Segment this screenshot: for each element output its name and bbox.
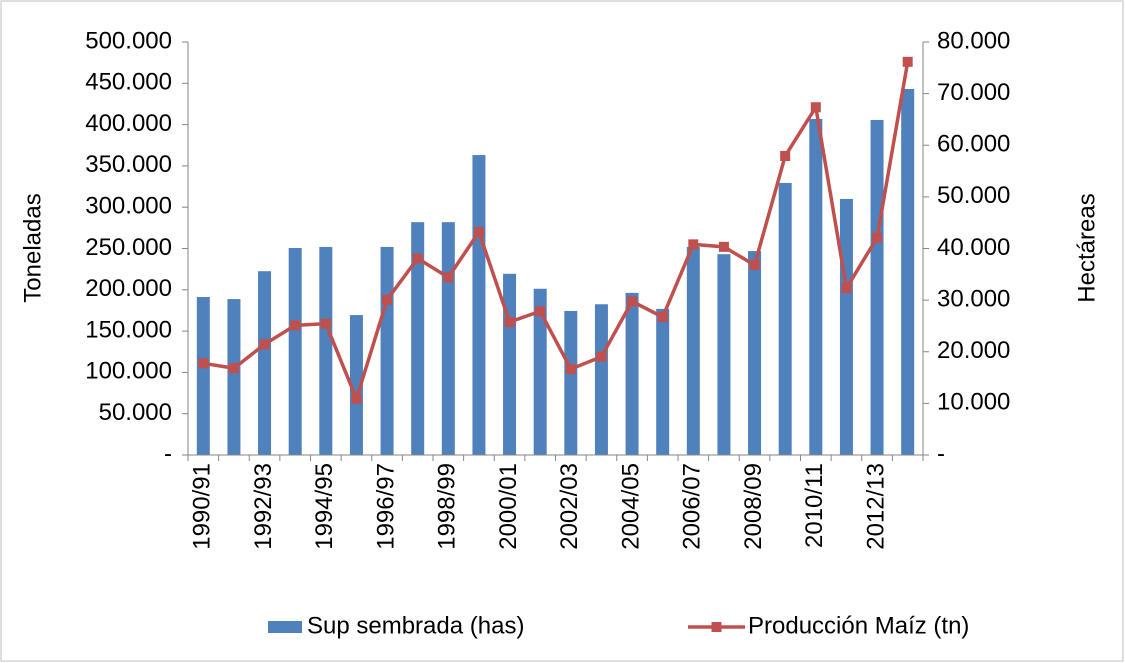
line-marker: [535, 306, 546, 317]
line-marker: [749, 260, 760, 271]
y2-tick-label: 20.000: [937, 337, 1010, 364]
line-marker: [320, 318, 331, 329]
line-marker: [596, 351, 607, 362]
x-tick-label: 1990/91: [189, 463, 216, 550]
line-marker: [443, 272, 454, 283]
legend-label: Producción Maíz (tn): [748, 612, 969, 639]
line-marker: [627, 296, 638, 307]
line-marker: [718, 241, 729, 252]
x-tick-label: 2002/03: [556, 463, 583, 550]
line-marker: [228, 363, 239, 374]
line-marker: [382, 294, 393, 305]
x-tick-label: 2006/07: [679, 463, 706, 550]
y2-axis-title: Hectáreas: [1073, 193, 1100, 302]
bar: [319, 246, 333, 455]
y2-tick-label: 70.000: [937, 79, 1010, 106]
y2-tick-label: 30.000: [937, 285, 1010, 312]
line-marker: [504, 317, 515, 328]
x-tick-label: 2008/09: [740, 463, 767, 550]
bar: [349, 315, 363, 455]
line: [203, 61, 910, 405]
bar: [717, 254, 731, 455]
bar: [564, 310, 578, 455]
legend-label: Sup sembrada (has): [307, 612, 524, 639]
bar: [533, 288, 547, 455]
bar: [901, 88, 915, 455]
line-marker: [902, 56, 913, 67]
line-marker: [688, 239, 699, 250]
y-tick-label: 400.000: [85, 110, 172, 137]
x-tick-label: 2010/11: [801, 463, 828, 548]
line-marker: [810, 102, 821, 113]
line-marker: [259, 339, 270, 350]
legend-swatch: [268, 621, 302, 633]
y-tick-label: 450.000: [85, 69, 172, 96]
bar: [839, 198, 853, 455]
y2-tick-label: 80.000: [937, 27, 1010, 54]
bar: [196, 297, 210, 455]
line-marker: [872, 232, 883, 243]
line-marker: [198, 358, 209, 369]
x-tick-label: 2000/01: [495, 463, 522, 550]
line-marker: [473, 226, 484, 237]
y-axis-title: Toneladas: [19, 193, 46, 302]
bar: [625, 292, 639, 455]
line-marker: [780, 150, 791, 161]
y-tick-label: 150.000: [85, 316, 172, 343]
y-tick-label: 100.000: [85, 358, 172, 385]
bar: [503, 273, 517, 455]
y-tick-label: 200.000: [85, 275, 172, 302]
bar: [809, 118, 823, 455]
bar: [411, 222, 425, 455]
y-tick-label: 50.000: [99, 399, 172, 426]
bar: [748, 251, 762, 455]
x-tick-label: 1994/95: [311, 463, 338, 550]
y-tick-label: 250.000: [85, 234, 172, 261]
legend-marker: [711, 622, 722, 632]
line-marker: [412, 253, 423, 264]
bar: [441, 222, 455, 455]
line-marker: [841, 283, 852, 294]
bar: [288, 247, 302, 455]
x-tick-label: 1998/99: [434, 463, 461, 550]
y2-tick-label: 60.000: [937, 131, 1010, 158]
y-tick-label: 500.000: [85, 27, 172, 54]
bar: [594, 304, 608, 455]
x-tick-label: 1992/93: [250, 463, 277, 550]
bar: [686, 246, 700, 455]
line-marker: [351, 393, 362, 404]
bar: [227, 299, 241, 455]
x-tick-label: 2004/05: [617, 463, 644, 550]
line-marker: [657, 312, 668, 323]
y2-tick-label: 40.000: [937, 234, 1010, 261]
y2-tick-label: 50.000: [937, 182, 1010, 209]
x-tick-label: 1996/97: [372, 463, 399, 550]
x-tick-label: 2012/13: [862, 463, 889, 550]
line-marker: [290, 320, 301, 331]
line-marker: [565, 364, 576, 375]
bar: [778, 182, 792, 455]
y-tick-label: -: [164, 440, 172, 467]
bar: [472, 155, 486, 455]
y-tick-label: 300.000: [85, 193, 172, 220]
bar: [258, 271, 272, 455]
y2-tick-label: 10.000: [937, 389, 1010, 416]
bar: [870, 119, 884, 456]
y2-tick-label: -: [937, 440, 945, 467]
bar: [656, 308, 670, 455]
bar: [380, 246, 394, 455]
y-tick-label: 350.000: [85, 151, 172, 178]
